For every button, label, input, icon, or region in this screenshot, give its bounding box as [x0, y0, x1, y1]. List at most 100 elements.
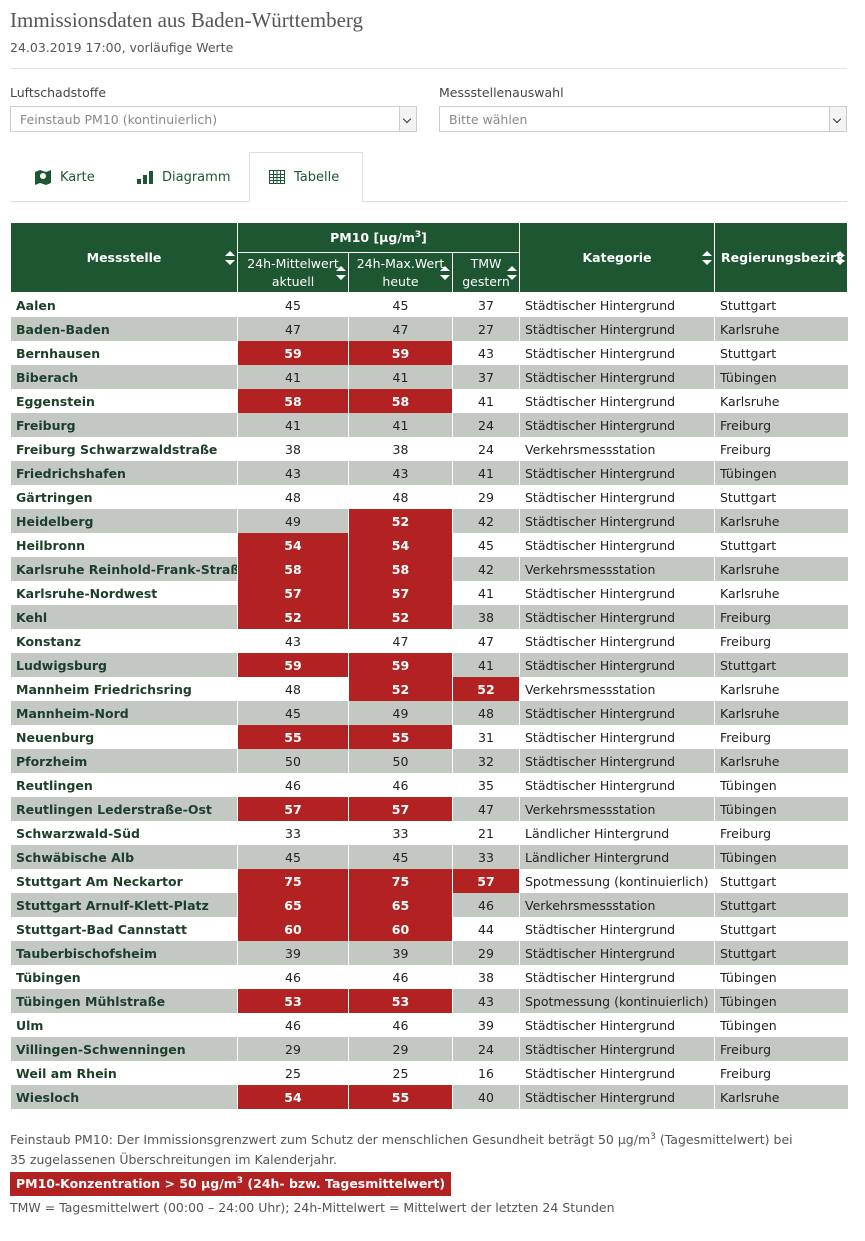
- station-name: Konstanz: [10, 629, 238, 653]
- legend-box: PM10-Konzentration > 50 µg/m3 (24h- bzw.…: [10, 1172, 452, 1196]
- category-cell: Städtischer Hintergrund: [519, 941, 715, 965]
- value-cell: 46: [452, 893, 520, 917]
- tab-label: Diagramm: [162, 169, 231, 185]
- table-row: Baden-Baden 47 47 27 Städtischer Hintergrund…: [10, 317, 848, 341]
- header-text: heute: [382, 273, 419, 289]
- value-cell: 29: [452, 485, 520, 509]
- value-cell: 35: [452, 773, 520, 797]
- category-cell: Städtischer Hintergrund: [519, 965, 715, 989]
- value-cell: 49: [237, 509, 349, 533]
- select-value: Feinstaub PM10 (kontinuierlich): [20, 112, 218, 127]
- table-row: Tübingen Mühlstraße 53 53 43 Spotmessung (ko…: [10, 989, 848, 1013]
- category-cell: Städtischer Hintergrund: [519, 341, 715, 365]
- station-name: Gärtringen: [10, 485, 238, 509]
- table-row: Freiburg Schwarzwaldstraße 38 38 24 Verkehrs…: [10, 437, 848, 461]
- header-district[interactable]: Regierungsbezirk: [714, 222, 848, 293]
- category-cell: Städtischer Hintergrund: [519, 533, 715, 557]
- table-row: Stuttgart Arnulf-Klett-Platz 65 65 46 Verkeh…: [10, 893, 848, 917]
- value-cell: 55: [348, 725, 453, 749]
- header-station[interactable]: Messstelle: [10, 222, 238, 293]
- note: TMW = Tagesmittelwert (00:00 – 24:00 Uhr…: [10, 1200, 615, 1215]
- legend-threshold: 50: [179, 1176, 197, 1191]
- category-cell: Spotmessung (kontinuierlich): [519, 989, 715, 1013]
- header-text: TMW: [470, 255, 502, 271]
- station-name: Ulm: [10, 1013, 238, 1037]
- district-cell: Karlsruhe: [714, 1085, 848, 1109]
- value-cell: 57: [348, 797, 453, 821]
- header-text: Messstelle: [86, 250, 162, 265]
- tab-map[interactable]: Karte: [16, 152, 113, 202]
- divider: [10, 68, 847, 69]
- district-cell: Stuttgart: [714, 917, 848, 941]
- station-name: Friedrichshafen: [10, 461, 238, 485]
- value-cell: 24: [452, 413, 520, 437]
- filter-label: Messstellenauswahl: [439, 85, 564, 100]
- value-cell: 46: [237, 965, 349, 989]
- value-cell: 37: [452, 365, 520, 389]
- station-name: Pforzheim: [10, 749, 238, 773]
- value-cell: 60: [237, 917, 349, 941]
- superscript: 3: [236, 1175, 244, 1186]
- value-cell: 38: [452, 965, 520, 989]
- header-sub[interactable]: 24h-Max.Wert heute: [348, 252, 453, 293]
- value-cell: 60: [348, 917, 453, 941]
- sort-icon: [225, 250, 235, 265]
- district-cell: Tübingen: [714, 797, 848, 821]
- header-category[interactable]: Kategorie: [519, 222, 715, 293]
- value-cell: 45: [237, 292, 349, 317]
- value-cell: 48: [452, 701, 520, 725]
- station-name: Aalen: [10, 292, 238, 317]
- value-cell: 57: [237, 797, 349, 821]
- value-cell: 42: [452, 557, 520, 581]
- table-row: Mannheim-Nord 45 49 48 Städtischer Hintergru…: [10, 701, 848, 725]
- table-row: Eggenstein 58 58 41 Städtischer Hintergrund K…: [10, 389, 848, 413]
- station-name: Villingen-Schwenningen: [10, 1037, 238, 1061]
- table-row: Villingen-Schwenningen 29 29 24 Städtischer …: [10, 1037, 848, 1061]
- value-cell: 37: [452, 292, 520, 317]
- sort-icon: [507, 265, 517, 280]
- category-cell: Städtischer Hintergrund: [519, 725, 715, 749]
- value-cell: 57: [452, 869, 520, 893]
- category-cell: Verkehrsmessstation: [519, 437, 715, 461]
- tab-diagram[interactable]: Diagramm: [118, 152, 248, 202]
- table-row: Pforzheim 50 50 32 Städtischer Hintergrund Ka…: [10, 749, 848, 773]
- station-select[interactable]: Bitte wählen: [439, 106, 847, 132]
- tab-label: Karte: [60, 169, 95, 185]
- station-name: Wiesloch: [10, 1085, 238, 1109]
- station-name: Stuttgart Arnulf-Klett-Platz: [10, 893, 238, 917]
- select-value: Bitte wählen: [449, 112, 528, 127]
- district-cell: Stuttgart: [714, 533, 848, 557]
- value-cell: 59: [237, 341, 349, 365]
- district-cell: Stuttgart: [714, 869, 848, 893]
- table-row: Konstanz 43 47 47 Städtischer Hintergrund Fre…: [10, 629, 848, 653]
- station-name: Karlsruhe Reinhold-Frank-Straße: [10, 557, 238, 581]
- legend-text: PM10-Konzentration >: [16, 1176, 180, 1191]
- category-cell: Städtischer Hintergrund: [519, 317, 715, 341]
- value-cell: 47: [452, 797, 520, 821]
- station-name: Schwarzwald-Süd: [10, 821, 238, 845]
- table-row: Schwäbische Alb 45 45 33 Ländlicher Hintergr…: [10, 845, 848, 869]
- category-cell: Städtischer Hintergrund: [519, 581, 715, 605]
- value-cell: 47: [348, 317, 453, 341]
- value-cell: 52: [452, 677, 520, 701]
- district-cell: Tübingen: [714, 461, 848, 485]
- header-sub[interactable]: 24h-Mittelwert aktuell: [237, 252, 349, 293]
- table-row: Biberach 41 41 37 Städtischer Hintergrund Tüb…: [10, 365, 848, 389]
- station-name: Karlsruhe-Nordwest: [10, 581, 238, 605]
- table-row: Friedrichshafen 43 43 41 Städtischer Hinterg…: [10, 461, 848, 485]
- value-cell: 57: [237, 581, 349, 605]
- category-cell: Ländlicher Hintergrund: [519, 821, 715, 845]
- district-cell: Karlsruhe: [714, 557, 848, 581]
- value-cell: 24: [452, 1037, 520, 1061]
- district-cell: Tübingen: [714, 773, 848, 797]
- tab-table[interactable]: Tabelle: [249, 152, 363, 202]
- value-cell: 44: [452, 917, 520, 941]
- value-cell: 58: [237, 557, 349, 581]
- value-cell: 47: [348, 629, 453, 653]
- pollutant-select[interactable]: Feinstaub PM10 (kontinuierlich): [10, 106, 417, 132]
- value-cell: 16: [452, 1061, 520, 1085]
- value-cell: 52: [348, 605, 453, 629]
- chart-icon: [137, 171, 153, 184]
- header-sub[interactable]: TMW gestern: [452, 252, 520, 293]
- district-cell: Tübingen: [714, 365, 848, 389]
